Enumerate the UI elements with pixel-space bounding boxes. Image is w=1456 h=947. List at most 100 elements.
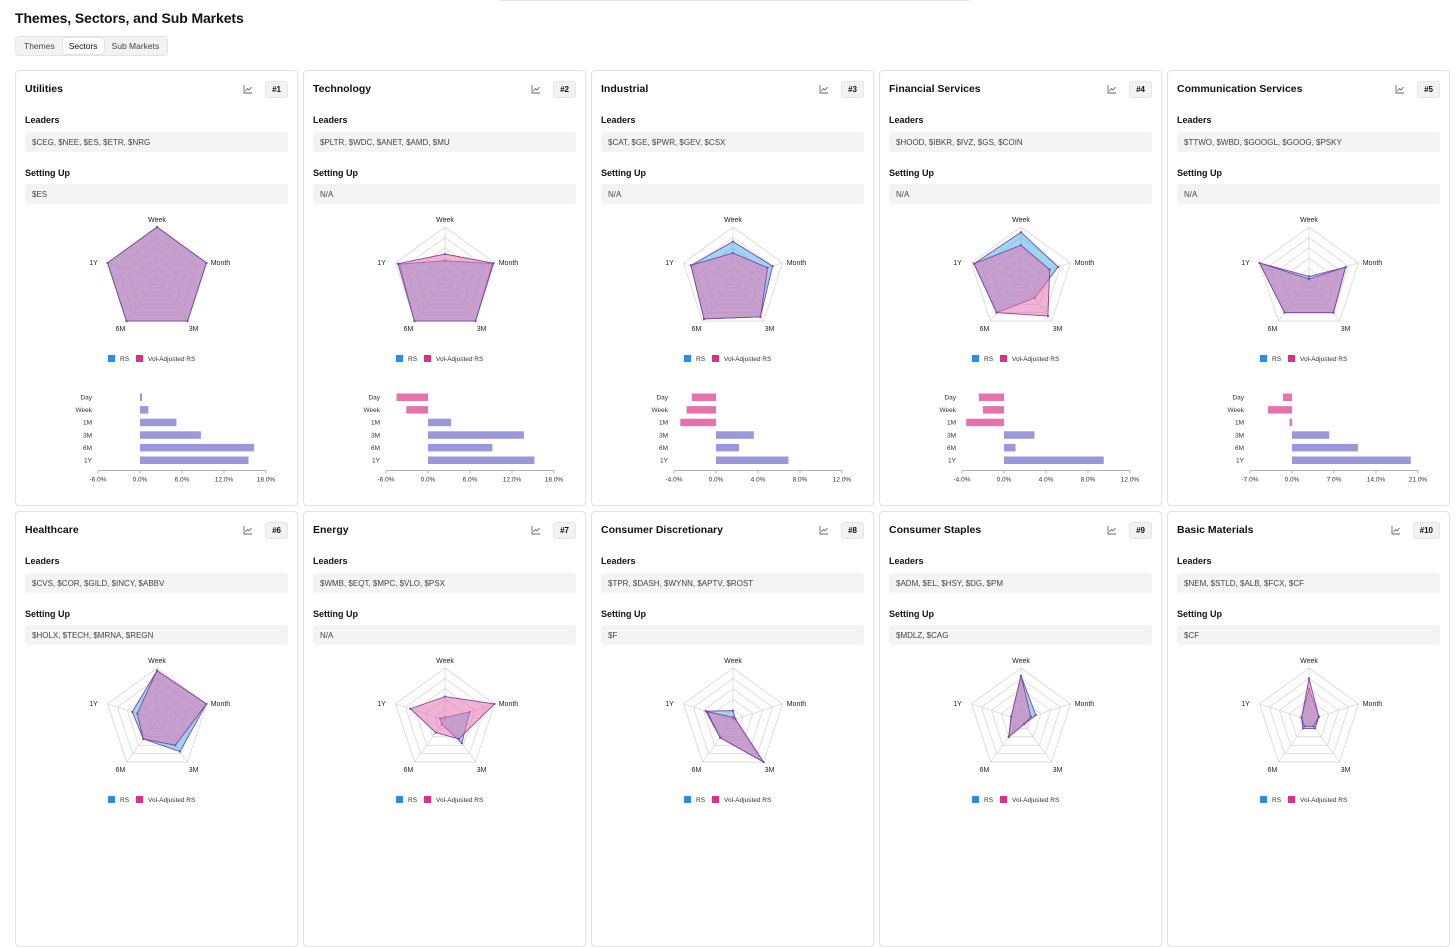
radar-grid-ring (395, 667, 495, 763)
legend-rs-swatch (684, 355, 691, 362)
radar-axis-label: Month (787, 260, 807, 267)
radar-point (1046, 314, 1049, 318)
sector-name: Basic Materials (1177, 524, 1254, 536)
legend-vol-label: Vol-Adjusted RS (436, 356, 484, 363)
setting-up-label: Setting Up (25, 609, 70, 619)
line-chart-icon[interactable] (239, 522, 257, 538)
radar-point (766, 266, 769, 269)
tab-themes[interactable]: Themes (24, 41, 55, 51)
bar-category-label: 1Y (84, 458, 93, 465)
leaders-label: Leaders (313, 115, 348, 125)
radar-point (1048, 268, 1051, 271)
radar-axis-label: Month (1075, 701, 1095, 708)
radar-series-vol-adjusted-rs (136, 669, 208, 746)
bar-chart: -6.0% 0.0% 6.0% 12.0% 18.0% Day Week 1M 3M 6M 1Y (364, 393, 563, 484)
radar-point (186, 319, 189, 323)
line-chart-icon[interactable] (239, 81, 257, 97)
bar-6m (428, 443, 493, 452)
rank-badge: #6 (265, 521, 288, 539)
leaders-field: $HOOD, $IBKR, $IVZ, $GS, $COIN (889, 132, 1152, 152)
radar-point (762, 760, 765, 764)
line-chart-icon[interactable] (527, 522, 545, 538)
radar-grid-ring (1000, 698, 1042, 738)
bar-day (691, 393, 716, 401)
bar-category-label: Week (652, 407, 669, 414)
leaders-label: Leaders (601, 556, 636, 566)
tab-sectors[interactable]: Sectors (62, 38, 104, 54)
setting-up-label: Setting Up (889, 168, 934, 178)
radar-axis-label: 3M (189, 326, 199, 333)
bar-tick-label: 21.0% (1409, 477, 1428, 484)
tab-sub-markets[interactable]: Sub Markets (111, 41, 160, 51)
radar-axis-label: 6M (116, 767, 126, 774)
bar-category-label: Day (1232, 395, 1244, 402)
sector-card-financial-services: Financial Services #4 Leaders $HOOD, $IB… (879, 70, 1162, 506)
legend-vol-swatch (712, 796, 719, 803)
radar-axis-label: Week (1012, 658, 1030, 665)
legend-vol-swatch (1288, 796, 1295, 803)
radar-axis-label: 6M (1268, 767, 1278, 774)
radar-series-vol-adjusted-rs (973, 244, 1051, 317)
radar-point (1314, 727, 1317, 730)
bar-3m (716, 431, 754, 439)
radar-axis-label: 6M (116, 326, 126, 333)
leaders-field: $CEG, $NEE, $ES, $ETR, $NRG (25, 132, 288, 152)
line-chart-icon[interactable] (1387, 522, 1405, 538)
radar-axis-label: 3M (765, 326, 775, 333)
bar-category-label: 1M (83, 420, 92, 427)
bar-1y (716, 456, 789, 464)
radar-axis-label: 3M (1341, 767, 1351, 774)
radar-point (106, 261, 109, 265)
setting-up-field: $MDLZ, $CAG (889, 625, 1152, 645)
bar-week (406, 406, 428, 414)
bar-day (1283, 393, 1292, 401)
bar-category-label: 1Y (948, 458, 957, 465)
radar-point (734, 718, 737, 721)
bar-category-label: 6M (1235, 445, 1244, 452)
radar-point (1029, 715, 1032, 718)
card-header: Basic Materials #10 (1177, 521, 1440, 539)
radar-axis-label: Week (1012, 217, 1030, 224)
leaders-field: $CVS, $COR, $GILD, $INCY, $ABBV (25, 573, 288, 593)
radar-point (142, 737, 145, 741)
card-header: Healthcare #6 (25, 521, 288, 539)
bar-week (686, 406, 716, 414)
radar-chart: Week Month 3M 6M 1Y RS Vol-Adjusted RS (89, 658, 230, 804)
legend-vol-swatch (424, 796, 431, 803)
radar-axis-label: 1Y (377, 260, 386, 267)
radar-point (1019, 231, 1023, 234)
bar-tick-label: 0.0% (709, 477, 724, 484)
radar-point (396, 262, 400, 265)
line-chart-icon[interactable] (527, 81, 545, 97)
radar-axis-label: 6M (1268, 326, 1278, 333)
sector-card-consumer-discretionary: Consumer Discretionary #8 Leaders $TPR, … (591, 511, 874, 947)
bar-category-label: 6M (659, 445, 668, 452)
bar-category-label: 1Y (1236, 458, 1245, 465)
radar-series-vol-adjusted-rs (107, 226, 207, 322)
legend-rs-swatch (1260, 796, 1267, 803)
legend-vol-swatch (1000, 796, 1007, 803)
radar-axis-label: 1Y (1241, 260, 1250, 267)
bar-tick-label: 0.0% (1285, 477, 1300, 484)
sector-card-consumer-staples: Consumer Staples #9 Leaders $ADM, $EL, $… (879, 511, 1162, 947)
bar-week (1268, 406, 1292, 414)
line-chart-icon[interactable] (1103, 522, 1121, 538)
bar-chart: -4.0% 0.0% 4.0% 8.0% 12.0% Day Week 1M 3M 6M 1Y (652, 393, 851, 484)
line-chart-icon[interactable] (1391, 81, 1409, 97)
legend-rs-label: RS (120, 797, 130, 804)
legend-rs-swatch (972, 796, 979, 803)
radar-point (434, 731, 437, 734)
radar-point (409, 707, 412, 710)
line-chart-icon[interactable] (1103, 81, 1121, 97)
bar-category-label: 1M (947, 420, 956, 427)
legend-rs-label: RS (984, 797, 994, 804)
line-chart-icon[interactable] (815, 522, 833, 538)
radar-axis-label: 3M (1341, 326, 1351, 333)
radar-axis-label: 3M (477, 326, 487, 333)
radar-point (995, 311, 998, 314)
line-chart-icon[interactable] (815, 81, 833, 97)
sector-card-utilities: Utilities #1 Leaders $CEG, $NEE, $ES, $E… (15, 70, 298, 506)
radar-point (1300, 716, 1303, 719)
radar-point (457, 737, 460, 741)
radar-axis-label: Month (499, 701, 519, 708)
